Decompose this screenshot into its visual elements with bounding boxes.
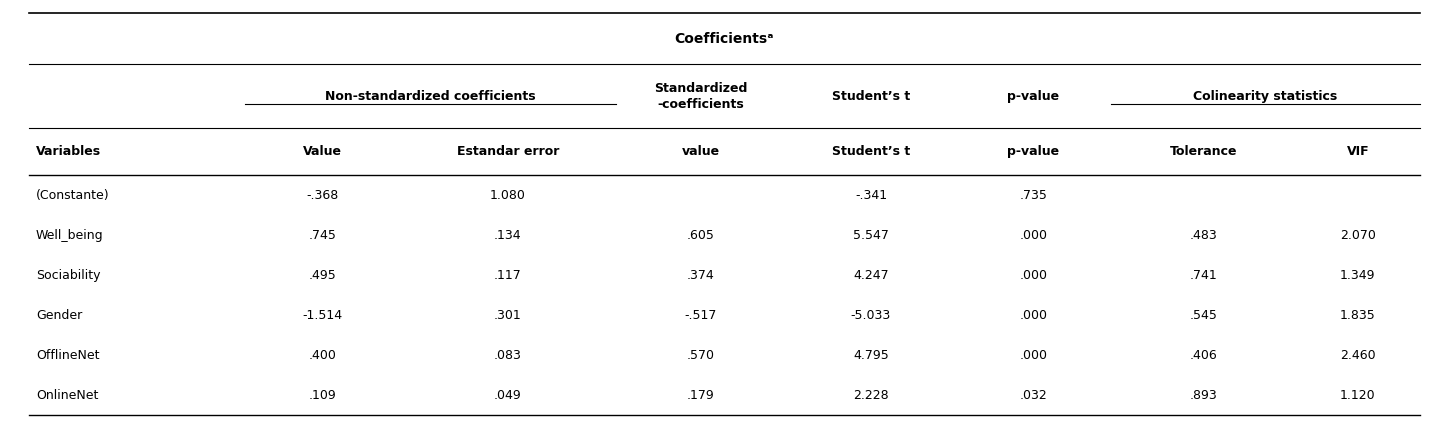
Text: 1.120: 1.120 <box>1339 389 1375 402</box>
Text: 1.080: 1.080 <box>490 189 526 202</box>
Text: .495: .495 <box>308 269 336 282</box>
Text: -.341: -.341 <box>855 189 888 202</box>
Text: value: value <box>683 146 720 158</box>
Text: -1.514: -1.514 <box>303 309 343 322</box>
Text: .374: .374 <box>687 269 716 282</box>
Text: -.517: -.517 <box>685 309 717 322</box>
Text: p-value: p-value <box>1007 90 1060 103</box>
Text: 2.228: 2.228 <box>853 389 889 402</box>
Text: .545: .545 <box>1189 309 1217 322</box>
Text: .000: .000 <box>1020 229 1047 242</box>
Text: .032: .032 <box>1020 389 1047 402</box>
Text: Student’s t: Student’s t <box>832 146 911 158</box>
Text: .179: .179 <box>687 389 716 402</box>
Text: VIF: VIF <box>1347 146 1369 158</box>
Text: Tolerance: Tolerance <box>1170 146 1238 158</box>
Text: 4.795: 4.795 <box>853 349 889 362</box>
Text: 1.349: 1.349 <box>1341 269 1375 282</box>
Text: .301: .301 <box>493 309 522 322</box>
Text: .893: .893 <box>1189 389 1217 402</box>
Text: Standardized
-coefficients: Standardized -coefficients <box>654 82 747 111</box>
Text: .570: .570 <box>687 349 716 362</box>
Text: Non-standardized coefficients: Non-standardized coefficients <box>326 90 536 103</box>
Text: -5.033: -5.033 <box>850 309 891 322</box>
Text: Variables: Variables <box>36 146 100 158</box>
Text: .083: .083 <box>493 349 522 362</box>
Text: p-value: p-value <box>1007 146 1060 158</box>
Text: 5.547: 5.547 <box>853 229 889 242</box>
Text: Value: Value <box>303 146 341 158</box>
Text: .049: .049 <box>493 389 522 402</box>
Text: Colinearity statistics: Colinearity statistics <box>1193 90 1338 103</box>
Text: .483: .483 <box>1189 229 1217 242</box>
Text: Student’s t: Student’s t <box>832 90 911 103</box>
Text: .000: .000 <box>1020 349 1047 362</box>
Text: OnlineNet: OnlineNet <box>36 389 98 402</box>
Text: Gender: Gender <box>36 309 82 322</box>
Text: .109: .109 <box>308 389 336 402</box>
Text: Well_being: Well_being <box>36 229 103 242</box>
Text: 2.460: 2.460 <box>1339 349 1375 362</box>
Text: .406: .406 <box>1189 349 1217 362</box>
Text: .000: .000 <box>1020 269 1047 282</box>
Text: OfflineNet: OfflineNet <box>36 349 99 362</box>
Text: Sociability: Sociability <box>36 269 100 282</box>
Text: Estandar error: Estandar error <box>456 146 559 158</box>
Text: 4.247: 4.247 <box>853 269 889 282</box>
Text: .745: .745 <box>308 229 336 242</box>
Text: 1.835: 1.835 <box>1339 309 1375 322</box>
Text: .400: .400 <box>308 349 336 362</box>
Text: (Constante): (Constante) <box>36 189 109 202</box>
Text: .735: .735 <box>1020 189 1047 202</box>
Text: Coefficientsᵃ: Coefficientsᵃ <box>674 32 774 45</box>
Text: .605: .605 <box>687 229 716 242</box>
Text: .134: .134 <box>493 229 522 242</box>
Text: .741: .741 <box>1189 269 1217 282</box>
Text: .117: .117 <box>493 269 522 282</box>
Text: 2.070: 2.070 <box>1339 229 1375 242</box>
Text: -.368: -.368 <box>307 189 338 202</box>
Text: .000: .000 <box>1020 309 1047 322</box>
